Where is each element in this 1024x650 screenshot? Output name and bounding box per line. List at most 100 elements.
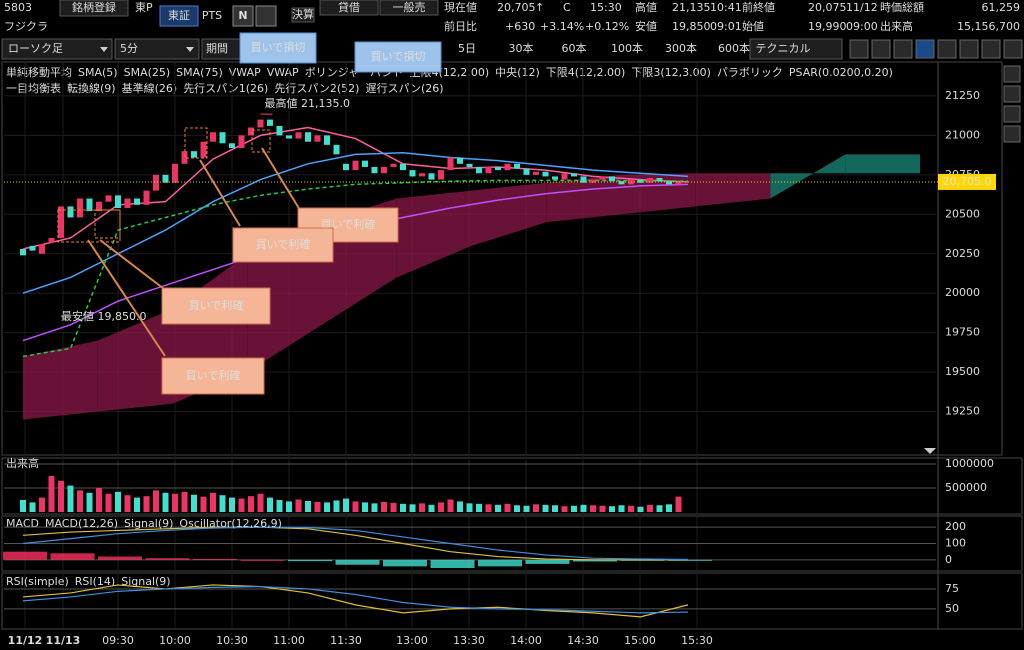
label: 15,156,700 <box>957 20 1020 33</box>
label: +630 <box>505 20 535 33</box>
candle <box>485 166 492 174</box>
candle <box>390 163 397 167</box>
label: 5分 <box>120 42 138 55</box>
out-icon[interactable] <box>893 39 913 59</box>
interval-select[interactable] <box>114 38 200 60</box>
ichimoku-cloud <box>23 340 98 420</box>
rsi-panel <box>1 572 1023 630</box>
candle <box>67 206 74 218</box>
side-icon[interactable] <box>1003 105 1021 123</box>
candle <box>381 166 387 174</box>
draw-icon[interactable] <box>849 39 869 59</box>
ichimoku-cloud <box>770 154 846 199</box>
candle <box>238 135 245 149</box>
volume-bar <box>628 505 634 512</box>
label: 19,850 <box>672 20 711 33</box>
candle <box>352 160 359 171</box>
candle <box>495 166 501 171</box>
y-tick-label: 21000 <box>945 128 980 141</box>
volume-bar <box>267 497 273 512</box>
oscillator-bar <box>525 559 570 564</box>
legend-entry: 中央(12) <box>495 66 540 79</box>
legend-entry: RSI(14) <box>75 575 115 588</box>
range-button[interactable]: 60本 <box>562 41 587 55</box>
low-label: 最安値 19,850.0 <box>61 309 146 323</box>
range-button[interactable]: 100本 <box>611 41 643 55</box>
technical-button[interactable] <box>749 38 843 60</box>
range-button[interactable]: 5日 <box>458 42 476 55</box>
label: 前日比 <box>444 19 477 33</box>
volume-bar <box>67 485 74 512</box>
candle <box>219 132 226 144</box>
volume-bar <box>618 505 625 512</box>
volume-bar <box>200 496 207 512</box>
label: 出来高 <box>880 19 913 33</box>
side-icon[interactable] <box>1003 125 1021 143</box>
volume-bar <box>333 500 340 512</box>
save-icon[interactable] <box>937 39 957 59</box>
legend-entry: 遅行スパン(26) <box>365 82 443 95</box>
panel-title: MACD <box>6 517 39 530</box>
oscillator-bar <box>668 559 712 561</box>
candle <box>428 173 435 180</box>
last-price-label: 20,705.0 <box>943 175 992 188</box>
register-button[interactable] <box>59 0 129 17</box>
exchange-tab[interactable] <box>159 5 199 27</box>
alert-button[interactable] <box>255 5 277 27</box>
volume-bar <box>276 500 283 512</box>
highlight-box <box>94 209 121 239</box>
callout-box <box>232 227 334 263</box>
volume-bar <box>143 496 150 512</box>
y-tick-label: 21250 <box>945 89 980 102</box>
earnings-button[interactable] <box>291 7 315 23</box>
open-icon[interactable] <box>959 39 979 59</box>
margin-button[interactable] <box>319 0 379 16</box>
volume-bar <box>675 496 682 512</box>
candle <box>609 176 615 182</box>
oscillator-bar <box>573 559 617 562</box>
volume-bar <box>29 502 36 512</box>
n-button[interactable] <box>232 5 254 27</box>
volume-bar <box>286 501 292 512</box>
volume-bar <box>39 497 45 512</box>
label: 20,705 <box>497 1 536 14</box>
side-icon[interactable] <box>1003 85 1021 103</box>
candle <box>542 171 549 177</box>
ichimoku-cloud <box>546 174 621 223</box>
volume-bar <box>637 506 644 512</box>
indicator-line <box>22 126 689 250</box>
volume-bar <box>115 491 121 512</box>
callout-box <box>354 41 442 73</box>
side-icon[interactable] <box>1003 65 1021 83</box>
chart-kind-select[interactable] <box>1 38 113 60</box>
candle <box>105 195 112 202</box>
candle <box>172 163 178 183</box>
label: C <box>563 1 571 14</box>
range-button[interactable]: 600本 <box>718 41 750 55</box>
candle <box>124 198 131 208</box>
x-tick-label: 13:30 <box>453 634 485 647</box>
scroll-arrow[interactable] <box>924 448 936 454</box>
volume-bar <box>238 498 245 512</box>
print-icon[interactable] <box>981 39 1001 59</box>
candle <box>476 166 482 174</box>
zoom-icon[interactable] <box>871 39 891 59</box>
candle <box>561 173 568 180</box>
range-button[interactable]: 300本 <box>665 41 697 55</box>
ichimoku-cloud <box>396 190 472 278</box>
candle <box>305 132 311 142</box>
range-button[interactable]: 30本 <box>509 41 534 55</box>
volume-bar <box>257 493 264 512</box>
indicator-line <box>22 152 689 294</box>
oscillator-bar <box>193 559 237 561</box>
chart-icon[interactable] <box>915 39 935 59</box>
label: 5803 <box>4 1 32 14</box>
sell-button[interactable] <box>379 0 439 16</box>
candle <box>371 166 378 174</box>
settings-icon[interactable] <box>1003 39 1023 59</box>
x-tick-label: 10:00 <box>159 634 191 647</box>
candle <box>39 244 45 254</box>
candle <box>115 195 121 208</box>
indicator-line <box>22 585 689 614</box>
